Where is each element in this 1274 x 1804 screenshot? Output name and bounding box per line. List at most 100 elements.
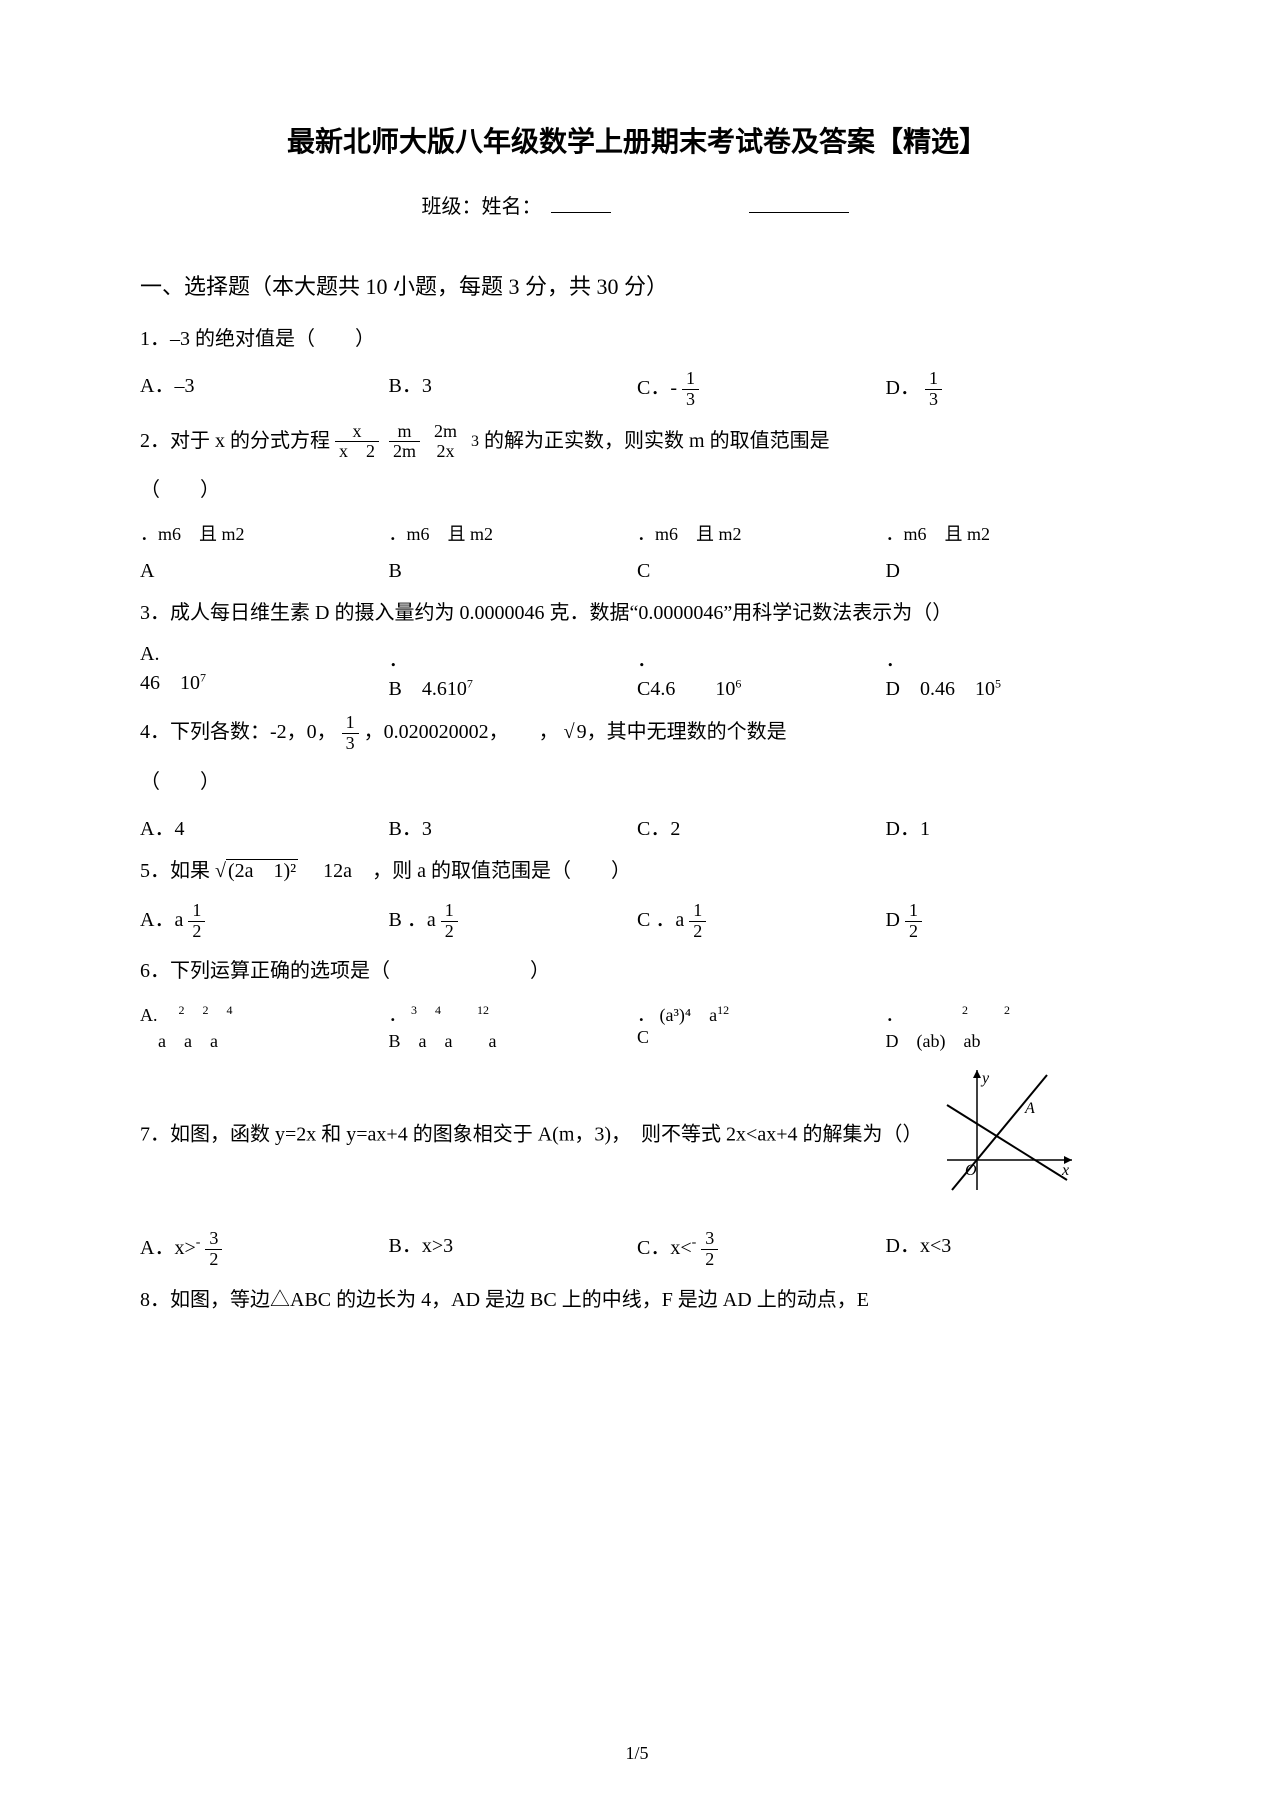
txt: (ab) bbox=[917, 1031, 946, 1051]
e: 4 bbox=[435, 1003, 441, 1017]
q4-blank: （ ） bbox=[140, 764, 1134, 800]
frac-num: x bbox=[335, 422, 379, 443]
e: 2 bbox=[179, 1003, 185, 1017]
frac-den: 3 bbox=[342, 734, 359, 754]
q1-opt-d: D． 1 3 bbox=[886, 367, 1135, 412]
subtitle-prefix: 班级：姓名： bbox=[422, 196, 542, 218]
q5-opt-d: D 12 bbox=[886, 899, 1135, 944]
q2-blank: （ ） bbox=[140, 472, 1134, 508]
q7-stem: 7．如图，函数 y=2x 和 y=ax+4 的图象相交于 A(m，3)， 则不等… bbox=[140, 1065, 1134, 1207]
frac-den: x 2 bbox=[335, 442, 379, 462]
q7-opt-a: A．x>- 32 bbox=[140, 1227, 389, 1272]
neg: - bbox=[196, 1236, 201, 1251]
lp: B bbox=[389, 1031, 401, 1051]
fraction: 32 bbox=[701, 1229, 718, 1270]
txt: A．x> bbox=[140, 1237, 196, 1259]
q6-opt-a: A. 2 2 4 a a a bbox=[140, 999, 389, 1055]
frac-den: 2 bbox=[689, 922, 706, 942]
q7-opt-c: C．x<- 32 bbox=[637, 1227, 886, 1272]
q2-lc: C bbox=[637, 558, 886, 585]
txt: 2m bbox=[393, 441, 416, 461]
frac-den: 2 bbox=[905, 922, 922, 942]
q2-opt-c: ．m6 且 m2 bbox=[637, 518, 886, 548]
txt: ．a bbox=[407, 909, 436, 931]
e: 12 bbox=[477, 1003, 489, 1017]
lp: D bbox=[886, 678, 900, 700]
q4-b: ，0.020020002， ， bbox=[364, 721, 559, 743]
q5-opt-c: C ．a 12 bbox=[637, 899, 886, 944]
txt: 4.610 bbox=[422, 678, 467, 700]
x-label: x bbox=[1061, 1162, 1069, 1179]
txt: ab bbox=[963, 1031, 980, 1051]
neg: - bbox=[692, 1236, 697, 1251]
rad: 9，其中无理数的个数是 bbox=[575, 721, 789, 743]
q5-a: 5．如果 bbox=[140, 860, 215, 882]
e: 2 bbox=[962, 1003, 968, 1017]
frac-num: 1 bbox=[342, 713, 359, 734]
q3-opt-c: ． C4.6 106 bbox=[637, 641, 886, 703]
frac-den: 2 bbox=[188, 922, 205, 942]
txt: A．a bbox=[140, 909, 183, 931]
q2-frac1: x x 2 bbox=[335, 422, 379, 463]
q3-stem: 3．成人每日维生素 D 的摄入量约为 0.0000046 克．数据“0.0000… bbox=[140, 595, 1134, 631]
frac-num: 2m bbox=[430, 422, 461, 442]
q5-stem: 5．如果 (2a 1)² 12a ，则 a 的取值范围是（ ） bbox=[140, 853, 1134, 889]
label: ． bbox=[637, 649, 657, 671]
q5-b: 12a ，则 a 的取值范围是（ ） bbox=[303, 860, 631, 882]
q4-opt-a: A．4 bbox=[140, 810, 389, 843]
lp: C bbox=[637, 909, 650, 931]
sqrt-icon: (2a 1)² bbox=[215, 853, 298, 889]
txt: ．a bbox=[655, 909, 684, 931]
q7-options: A．x>- 32 B．x>3 C．x<- 32 D．x<3 bbox=[140, 1227, 1134, 1272]
q6-options: A. 2 2 4 a a a ． 3 4 12 B a a a ． (a³)⁴ … bbox=[140, 999, 1134, 1055]
q1-opt-c: C．- 1 3 bbox=[637, 367, 886, 412]
q7-figure: A y x O bbox=[937, 1065, 1077, 1207]
q5-opt-a: A．a 12 bbox=[140, 899, 389, 944]
q1-d-prefix: D． bbox=[886, 377, 920, 399]
page-number: 1/5 bbox=[0, 1743, 1274, 1764]
fraction: 12 bbox=[689, 901, 706, 942]
q6-opt-c: ． (a³)⁴ a12 C bbox=[637, 999, 886, 1055]
q3-opt-d: ． D 0.46 105 bbox=[886, 641, 1135, 703]
txt: C．x< bbox=[637, 1237, 692, 1259]
txt: ．m6 且 m2 bbox=[140, 524, 245, 544]
q2-options: ．m6 且 m2 ．m6 且 m2 ．m6 且 m2 ．m6 且 m2 bbox=[140, 518, 1134, 548]
q2-labels: A B C D bbox=[140, 558, 1134, 585]
e: 12 bbox=[717, 1003, 729, 1017]
label: ． bbox=[886, 649, 906, 671]
q1-c-prefix: C．- bbox=[637, 377, 677, 399]
label: A. bbox=[140, 1005, 158, 1025]
e: 3 bbox=[411, 1003, 417, 1017]
label: ． bbox=[389, 1005, 407, 1025]
q4-stem: 4．下列各数：-2，0， 1 3 ，0.020020002， ， 9，其中无理数… bbox=[140, 713, 1134, 754]
q2-opt-d: ．m6 且 m2 bbox=[886, 518, 1135, 548]
frac-den: 2 bbox=[701, 1250, 718, 1270]
q5-opt-b: B ．a 12 bbox=[389, 899, 638, 944]
exp: 7 bbox=[200, 671, 206, 685]
q5-options: A．a 12 B ．a 12 C ．a 12 D 12 bbox=[140, 899, 1134, 944]
txt: a bbox=[184, 1031, 192, 1051]
rad: (2a 1)² bbox=[226, 859, 298, 882]
fraction: 32 bbox=[205, 1229, 222, 1270]
q1-opt-b: B．3 bbox=[389, 367, 638, 412]
q7-opt-b: B．x>3 bbox=[389, 1227, 638, 1272]
q4-opt-d: D．1 bbox=[886, 810, 1135, 843]
a-label: A bbox=[1024, 1100, 1035, 1117]
frac-num: 1 bbox=[682, 369, 699, 390]
q4-a: 4．下列各数：-2，0， bbox=[140, 721, 337, 743]
lp: C bbox=[637, 678, 650, 700]
q2-ld: D bbox=[886, 558, 1135, 585]
blank-class[interactable] bbox=[749, 212, 849, 213]
q7-text: 7．如图，函数 y=2x 和 y=ax+4 的图象相交于 A(m，3)， 则不等… bbox=[140, 1124, 922, 1146]
q2-la: A bbox=[140, 558, 389, 585]
txt: x bbox=[339, 441, 348, 461]
frac-num: 1 bbox=[188, 901, 205, 922]
fraction: 1 3 bbox=[682, 369, 699, 410]
txt: 2 bbox=[366, 441, 375, 461]
label: ． bbox=[886, 1005, 904, 1025]
txt: 4.6 10 bbox=[650, 678, 735, 700]
sqrt-icon: 9，其中无理数的个数是 bbox=[564, 714, 789, 750]
e: 4 bbox=[227, 1003, 233, 1017]
q2-stem: 2．对于 x 的分式方程 x x 2 m 2m 2m 2x 3 的解为正实数，则… bbox=[140, 422, 1134, 463]
blank-name[interactable] bbox=[551, 212, 611, 213]
